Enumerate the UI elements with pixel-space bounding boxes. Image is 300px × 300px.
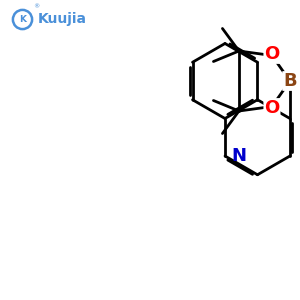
Text: N: N <box>232 147 247 165</box>
Text: O: O <box>264 45 280 63</box>
Text: B: B <box>283 72 297 90</box>
Text: K: K <box>19 15 26 24</box>
Text: ®: ® <box>34 4 40 9</box>
Text: Kuujia: Kuujia <box>38 13 86 26</box>
Text: O: O <box>264 99 280 117</box>
